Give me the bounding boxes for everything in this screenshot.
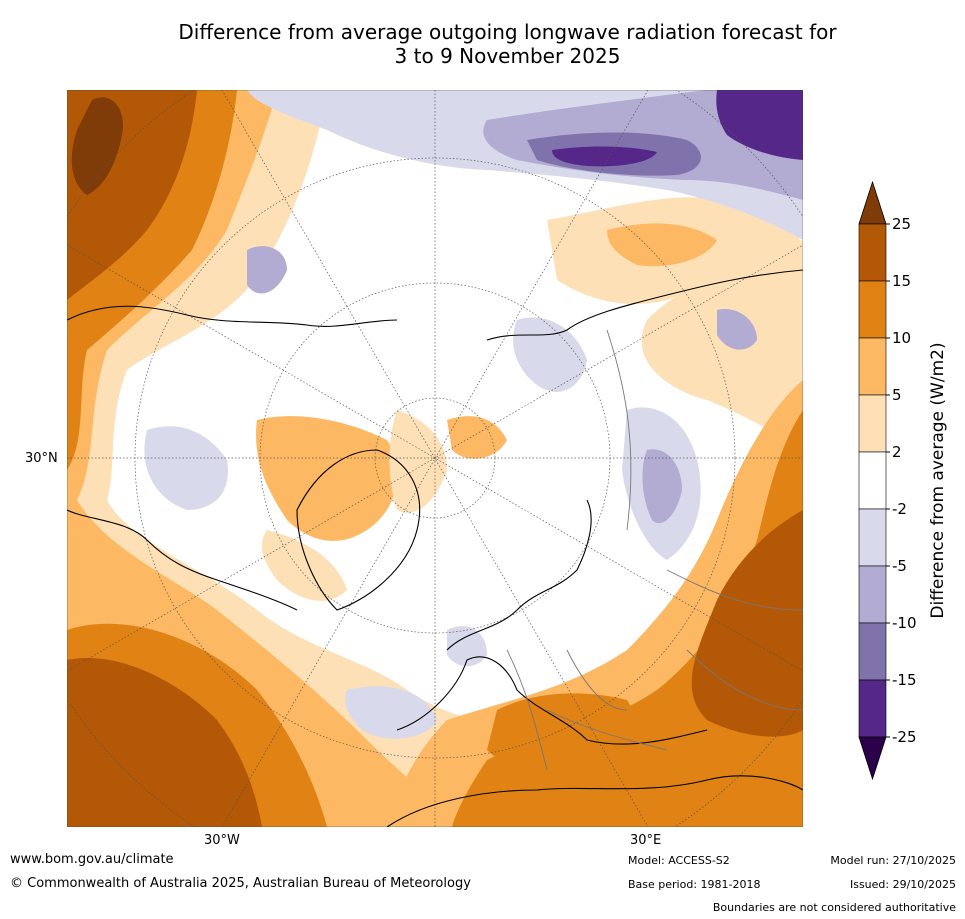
footer-base-period: Base period: 1981-2018 (628, 878, 761, 891)
east-siberia-purple (717, 309, 757, 350)
colorbar-band (858, 451, 887, 510)
hudson-bay-light-region (261, 530, 347, 601)
footer-copyright: © Commonwealth of Australia 2025, Austra… (10, 876, 471, 891)
colorbar-tick-label: 15 (892, 272, 911, 290)
colorbar-tick-label: -15 (892, 671, 917, 689)
lon-label-30e: 30°E (630, 833, 662, 848)
footer-model-run: Model run: 27/10/2025 (830, 854, 956, 867)
negative-anomaly-regions (144, 90, 803, 739)
colorbar-band (858, 337, 887, 396)
colorbar-band (858, 565, 887, 624)
colorbar-band (858, 280, 887, 339)
graticule (67, 90, 803, 827)
footer-issued: Issued: 29/10/2025 (849, 878, 956, 891)
north-atlantic-light-purple (345, 686, 437, 739)
colorbar-band (858, 394, 887, 453)
lat-label-30n: 30°N (25, 451, 58, 466)
north-america-coastline (67, 305, 398, 611)
colorbar-label: Difference from average (W/m2) (928, 342, 948, 618)
siberia-purple (642, 449, 682, 524)
colorbar-extend-low (858, 736, 887, 781)
political-borders (506, 329, 803, 771)
europe-borders (506, 649, 628, 771)
colorbar-band (858, 622, 887, 681)
north-pacific-dark-purple (552, 146, 657, 167)
colorbar-tick-label: 10 (892, 329, 911, 347)
lon-label-30w: 30°W (204, 833, 240, 848)
arctic-orange-patch (447, 416, 507, 459)
colorbar: 25 15 10 5 2 -2 -5 -10 -15 -25 Difference from ave… (858, 180, 948, 781)
colorbar-tick-label: -10 (892, 614, 917, 632)
colorbar-band (858, 508, 887, 567)
colorbar-band (858, 679, 887, 738)
title-line-1: Difference from average outgoing longwav… (178, 20, 837, 44)
footer-disclaimer: Boundaries are not considered authoritat… (712, 901, 956, 914)
subtropical-atlantic-brown-region (67, 658, 262, 827)
asia-borders (546, 329, 803, 751)
chart-title: Difference from average outgoing longwav… (60, 20, 955, 68)
aleutian-dark-purple (716, 90, 803, 160)
colorbar-extend-high (858, 180, 887, 225)
arctic-light-purple (513, 317, 587, 392)
footer-model: Model: ACCESS-S2 (628, 854, 730, 867)
colorbar-tick-label: -5 (892, 557, 907, 575)
central-asia-brown-region (691, 510, 803, 737)
greenland-coastline (296, 449, 421, 611)
canadian-archipelago-orange-region (256, 416, 398, 541)
colorbar-tick-label: 25 (892, 215, 911, 233)
coastlines (67, 269, 803, 827)
europe-coastline (386, 656, 803, 827)
scandinavia-light-purple (447, 626, 487, 667)
canada-light-purple (144, 426, 228, 510)
colorbar-tick-label: 2 (892, 443, 902, 461)
labrador-darkbrown-region (71, 97, 123, 195)
colorbar-band (858, 223, 887, 282)
footer-url[interactable]: www.bom.gov.au/climate (10, 852, 174, 867)
colorbar-tick-label: -2 (892, 500, 907, 518)
alaska-purple (247, 246, 287, 294)
colorbar-tick-label: 5 (892, 386, 902, 404)
greenland-sea-light-region (389, 410, 447, 513)
title-line-2: 3 to 9 November 2025 (394, 44, 621, 68)
mediterranean-orange-region (487, 693, 635, 774)
olr-anomaly-map (67, 90, 803, 827)
colorbar-tick-label: -25 (892, 728, 917, 746)
eurasia-coastline (446, 269, 803, 651)
